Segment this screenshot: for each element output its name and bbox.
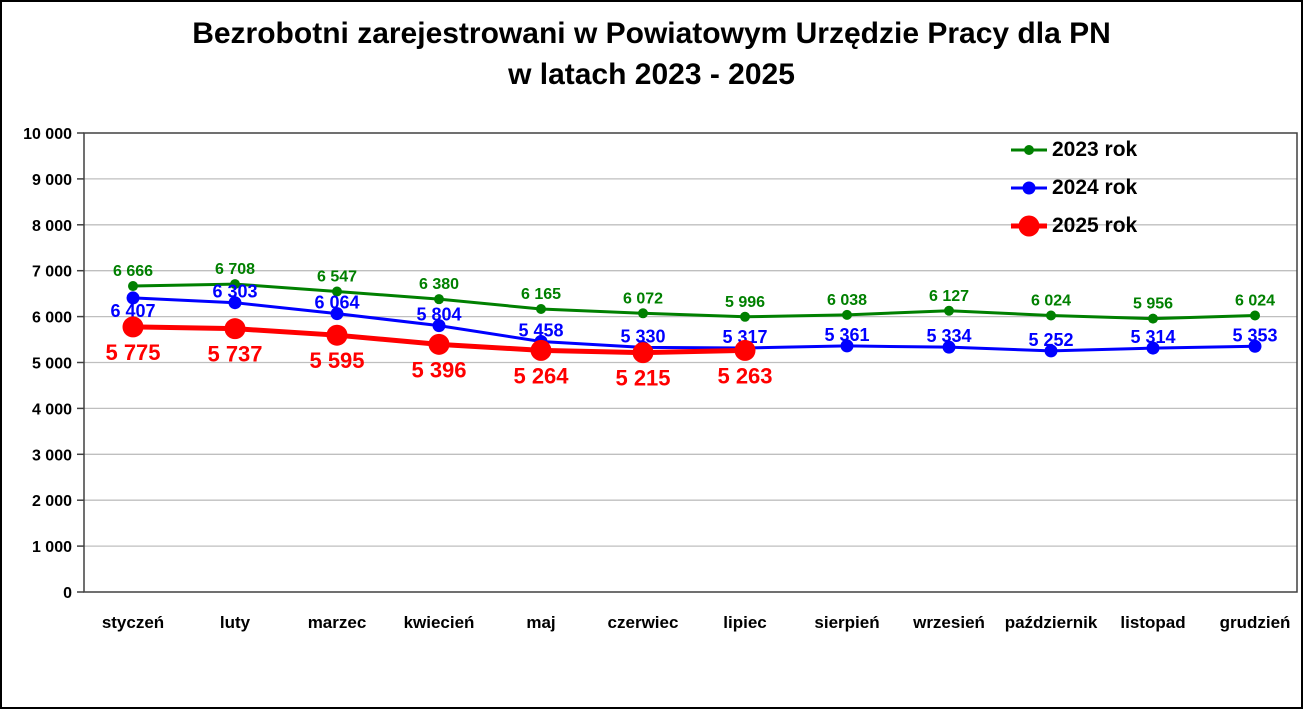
data-label: 6 024: [1235, 292, 1275, 309]
data-point: [428, 333, 450, 355]
data-point: [942, 340, 956, 354]
data-label: 6 127: [929, 288, 969, 305]
data-label: 6 024: [1031, 292, 1071, 309]
data-label: 5 317: [722, 327, 767, 347]
legend-label: 2023 rok: [1052, 138, 1138, 161]
data-label: 5 458: [518, 320, 563, 340]
data-label: 5 264: [513, 363, 569, 388]
data-label: 5 215: [615, 366, 670, 391]
legend-label: 2025 rok: [1052, 214, 1138, 237]
legend-item: 2023 rok: [1010, 138, 1137, 162]
data-point: [126, 291, 140, 305]
data-point: [1046, 310, 1056, 321]
chart-title-line2: w latach 2023 - 2025: [508, 58, 795, 91]
data-label: 5 334: [926, 326, 971, 346]
y-axis-label: 7 000: [32, 264, 72, 281]
legend-swatch-icon: [1011, 215, 1047, 237]
y-axis-label: 6 000: [32, 310, 72, 327]
y-axis-label: 5 000: [32, 356, 72, 373]
data-point: [1148, 313, 1158, 324]
data-label: 5 263: [717, 363, 772, 388]
data-label: 6 407: [110, 301, 155, 321]
x-axis-label: sierpień: [814, 613, 879, 632]
x-axis-label: czerwiec: [608, 613, 679, 632]
x-axis-label: wrzesień: [912, 613, 985, 632]
data-point: [1248, 339, 1262, 353]
data-label: 5 330: [620, 326, 665, 346]
x-axis-label: styczeń: [102, 613, 164, 632]
legend-label: 2024 rok: [1052, 176, 1138, 199]
y-axis-label: 3 000: [32, 447, 72, 464]
chart-title: Bezrobotni zarejestrowani w Powiatowym U…: [2, 13, 1301, 95]
data-label: 5 996: [725, 294, 765, 311]
data-label: 5 737: [207, 342, 262, 367]
data-label: 5 956: [1133, 296, 1173, 313]
data-label: 6 165: [521, 286, 561, 303]
data-label: 6 380: [419, 276, 459, 293]
data-point: [432, 319, 446, 333]
data-point: [1250, 310, 1260, 321]
x-axis-label: lipiec: [723, 613, 766, 632]
data-point: [1044, 344, 1058, 358]
data-point: [840, 339, 854, 353]
series-line-2023-rok: [132, 282, 1256, 321]
data-label: 5 396: [411, 357, 466, 382]
series-line-2024-rok: [132, 296, 1256, 353]
data-label: 6 064: [314, 293, 359, 313]
data-point: [530, 339, 552, 361]
data-point: [230, 279, 240, 290]
data-label: 5 361: [824, 325, 869, 345]
data-point: [326, 324, 348, 346]
data-point: [734, 339, 756, 361]
data-label: 5 353: [1232, 325, 1277, 345]
data-label: 5 804: [416, 305, 461, 325]
data-point: [128, 281, 138, 292]
data-label: 5 775: [105, 340, 160, 365]
data-label: 6 038: [827, 292, 867, 309]
data-label: 6 708: [215, 261, 255, 278]
data-point: [638, 308, 648, 319]
legend-item: 2024 rok: [1010, 176, 1137, 200]
chart-title-line1: Bezrobotni zarejestrowani w Powiatowym U…: [192, 17, 1111, 50]
y-axis-label: 2 000: [32, 493, 72, 510]
data-point: [740, 311, 750, 322]
x-axis-label: maj: [526, 613, 555, 632]
data-point: [228, 296, 242, 310]
data-point: [332, 286, 342, 297]
y-axis-label: 1 000: [32, 539, 72, 556]
x-axis-label: październik: [1005, 613, 1098, 632]
data-label: 6 303: [212, 282, 257, 302]
data-label: 5 252: [1028, 330, 1073, 350]
y-axis-label: 9 000: [32, 172, 72, 189]
legend-item: 2025 rok: [1010, 214, 1137, 238]
x-axis-label: luty: [220, 613, 251, 632]
y-axis-label: 10 000: [23, 126, 72, 143]
y-axis-label: 4 000: [32, 401, 72, 418]
data-point: [434, 294, 444, 305]
data-point: [944, 305, 954, 316]
legend-swatch-icon: [1011, 145, 1047, 155]
y-axis-label: 8 000: [32, 218, 72, 235]
data-point: [330, 307, 344, 321]
legend: 2023 rok 2024 rok 2025 rok: [1010, 138, 1137, 252]
data-label: 6 666: [113, 263, 153, 280]
data-label: 6 547: [317, 268, 357, 285]
data-label: 5 314: [1130, 327, 1175, 347]
x-axis-label: kwiecień: [404, 613, 475, 632]
data-point: [632, 342, 654, 364]
legend-swatch-icon: [1011, 181, 1047, 195]
data-label: 5 595: [309, 348, 364, 373]
data-point: [842, 309, 852, 320]
data-point: [536, 304, 546, 315]
data-label: 6 072: [623, 290, 663, 307]
y-axis-label: 0: [63, 585, 72, 602]
data-point: [122, 316, 144, 338]
x-axis-label: marzec: [308, 613, 367, 632]
x-axis-label: listopad: [1120, 613, 1185, 632]
data-point: [1146, 341, 1160, 355]
data-point: [224, 318, 246, 340]
x-axis-label: grudzień: [1220, 613, 1291, 632]
